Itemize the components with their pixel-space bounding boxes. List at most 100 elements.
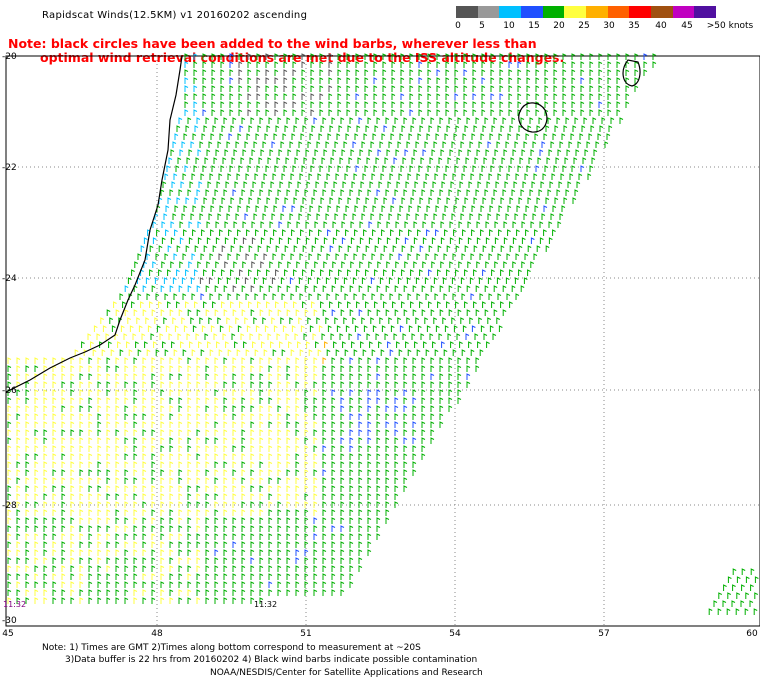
wind-barb (229, 77, 234, 84)
wind-barb (7, 597, 12, 604)
wind-barb (349, 285, 354, 292)
wind-barb (574, 189, 579, 196)
wind-barb (187, 509, 192, 516)
wind-barb (322, 565, 327, 572)
wind-barb (469, 277, 474, 284)
wind-barb (332, 237, 337, 244)
wind-barb (331, 493, 336, 500)
wind-barb (457, 285, 462, 292)
wind-barb (340, 397, 345, 404)
wind-barb (421, 397, 426, 404)
wind-barb (205, 437, 210, 444)
wind-barb (133, 469, 138, 476)
wind-barb (386, 149, 391, 156)
wind-barb (381, 325, 386, 332)
wind-barb (466, 117, 471, 124)
wind-barb (61, 493, 66, 500)
wind-barb (52, 445, 57, 452)
wind-barb (160, 285, 165, 292)
wind-barb (110, 349, 115, 356)
wind-barb (598, 69, 603, 76)
wind-barb (304, 381, 309, 388)
wind-barb (277, 589, 282, 596)
wind-barb (283, 101, 288, 108)
wind-barb (213, 333, 218, 340)
wind-barb (133, 357, 138, 364)
wind-barb (259, 525, 264, 532)
wind-barb (232, 517, 237, 524)
wind-barb (286, 501, 291, 508)
wind-barb (277, 413, 282, 420)
wind-barb (367, 117, 372, 124)
wind-barb (151, 573, 156, 580)
wind-barb (412, 421, 417, 428)
wind-barb (394, 309, 399, 316)
wind-barb (88, 469, 93, 476)
wind-barb (448, 397, 453, 404)
wind-barb (418, 61, 423, 68)
wind-barb (325, 141, 330, 148)
wind-barb (480, 205, 485, 212)
wind-barb (732, 568, 737, 575)
wind-barb (230, 245, 235, 252)
wind-barb (316, 213, 321, 220)
wind-barb (169, 285, 174, 292)
wind-barb (187, 469, 192, 476)
wind-barb (229, 53, 234, 60)
wind-barb (223, 485, 228, 492)
wind-barb (304, 397, 309, 404)
wind-barb (223, 373, 228, 380)
wind-barb (403, 285, 408, 292)
wind-barb (155, 293, 160, 300)
wind-barb (327, 133, 332, 140)
wind-barb (277, 445, 282, 452)
wind-barb (304, 549, 309, 556)
wind-barb (460, 213, 465, 220)
wind-barb (241, 381, 246, 388)
wind-barb (616, 109, 621, 116)
wind-barb (490, 165, 495, 172)
wind-barb (124, 493, 129, 500)
wind-barb (88, 389, 93, 396)
wind-barb (399, 133, 404, 140)
wind-barb (382, 69, 387, 76)
wind-barb (544, 165, 549, 172)
wind-barb (385, 381, 390, 388)
wind-barb (448, 309, 453, 316)
wind-barb (61, 477, 66, 484)
wind-barb (394, 477, 399, 484)
wind-barb (61, 517, 66, 524)
wind-barb (124, 445, 129, 452)
wind-barb (439, 381, 444, 388)
wind-barb (115, 541, 120, 548)
wind-barb (34, 381, 39, 388)
wind-barb (425, 173, 430, 180)
wind-barb (253, 141, 258, 148)
wind-barb (208, 141, 213, 148)
wind-barb (142, 525, 147, 532)
wind-barb (589, 53, 594, 60)
wind-barb (246, 325, 251, 332)
wind-barb (188, 237, 193, 244)
wind-barb (340, 533, 345, 540)
wind-barb (187, 285, 192, 292)
wind-barb (430, 429, 435, 436)
wind-barb (544, 53, 549, 60)
wind-barb (341, 221, 346, 228)
wind-barb (535, 165, 540, 172)
wind-barb (220, 85, 225, 92)
wind-barb (282, 133, 287, 140)
wind-barb (436, 61, 441, 68)
wind-barb (294, 157, 299, 164)
wind-barb (287, 237, 292, 244)
wind-barb (99, 341, 103, 348)
wind-barb (241, 445, 246, 452)
wind-barb (236, 253, 241, 260)
wind-barb (244, 213, 249, 220)
wind-barb (338, 197, 343, 204)
wind-barb (340, 429, 345, 436)
wind-barb (295, 397, 300, 404)
wind-barb (247, 69, 252, 76)
wind-barb (331, 533, 336, 540)
wind-barb (7, 525, 12, 532)
